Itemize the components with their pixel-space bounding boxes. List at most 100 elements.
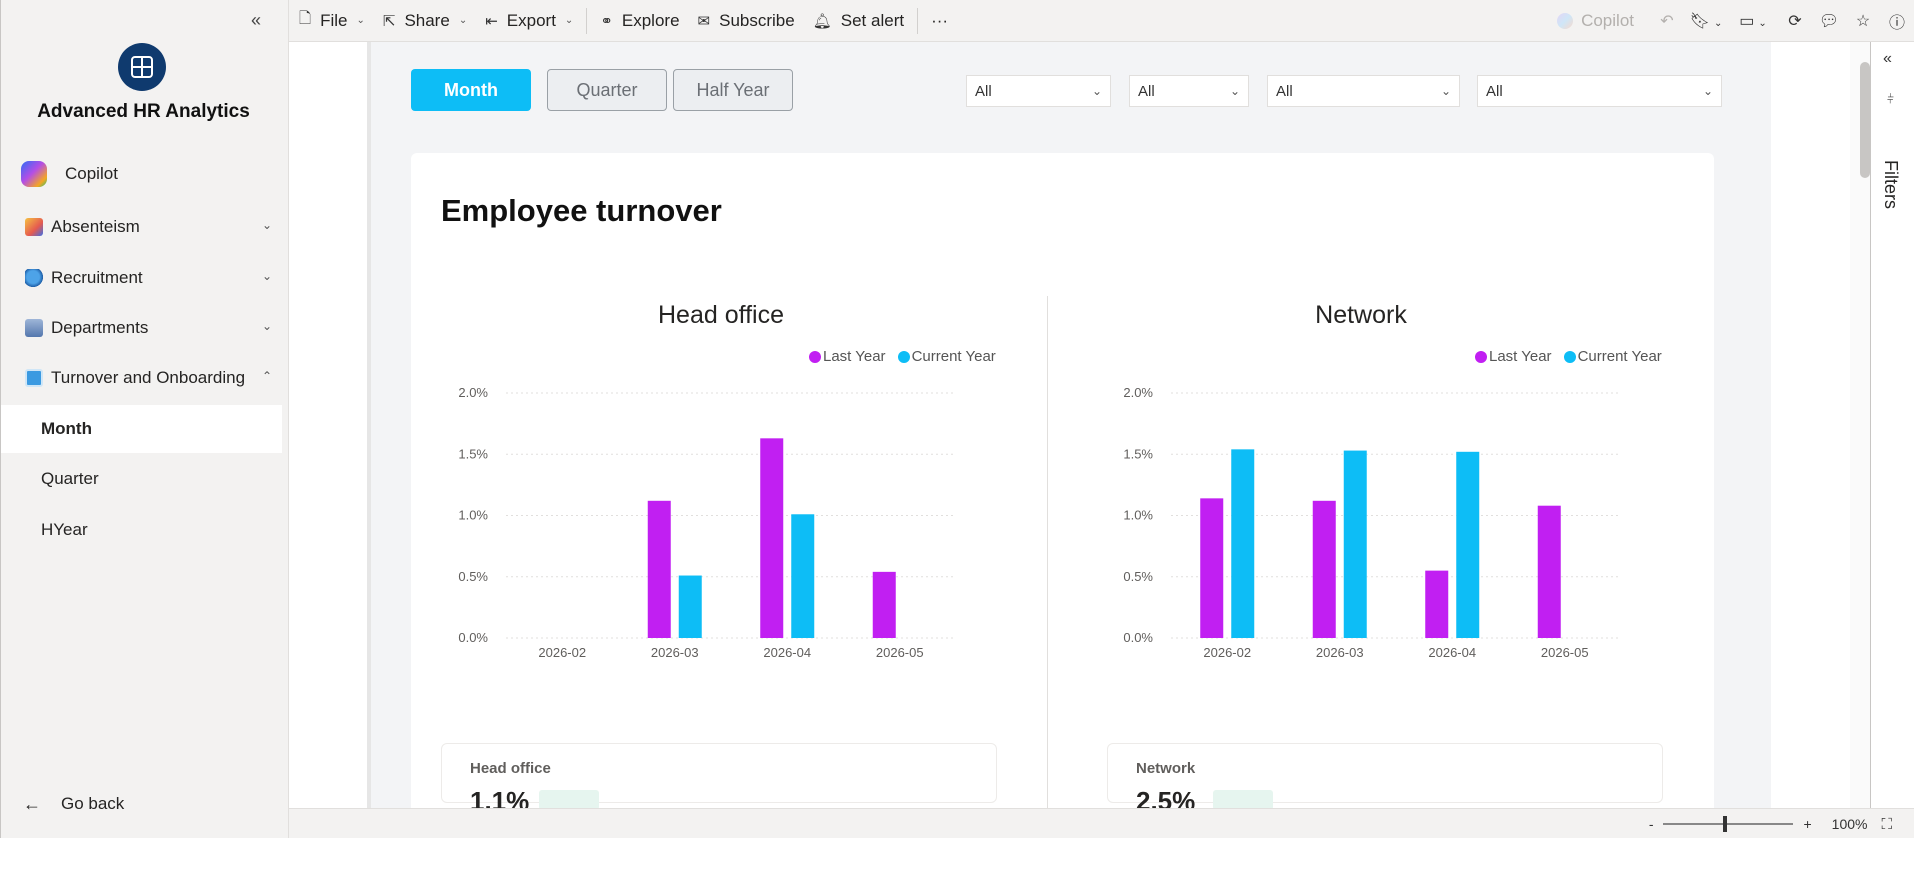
- legend-item: Last Year: [809, 348, 886, 365]
- filter-slicer-4[interactable]: All ⌄: [1477, 75, 1722, 107]
- bar-current-year[interactable]: [1231, 449, 1255, 638]
- filter-slicer-2[interactable]: All ⌄: [1129, 75, 1249, 107]
- bar-last-year[interactable]: [760, 438, 784, 638]
- recruitment-icon: [25, 269, 43, 287]
- bar-current-year[interactable]: [791, 514, 815, 638]
- bar-current-year[interactable]: [1343, 450, 1367, 638]
- status-bar: - + 100% ⛶: [289, 808, 1914, 838]
- filters-pane[interactable]: « ⫩ Filters: [1870, 42, 1914, 838]
- chevron-down-icon: ⌄: [564, 15, 574, 26]
- kpi-card-head-office: Head office 1.1%: [441, 743, 997, 816]
- chevron-down-icon: ⌄: [1440, 84, 1451, 98]
- filter-icon: ⫩: [1887, 92, 1894, 106]
- filter-slicer-3[interactable]: All ⌄: [1267, 75, 1460, 107]
- period-button-quarter[interactable]: Quarter: [547, 69, 667, 111]
- filters-label: Filters: [1881, 160, 1901, 209]
- legend-dot-current-year: [1563, 350, 1576, 363]
- favorite-star-icon[interactable]: ☆: [1855, 13, 1871, 30]
- toolbar-right: Copilot ↶ 🔖︎ ⌄ ▭ ⌄ ⟳ 💬︎ ☆ ⓘ: [1557, 0, 1914, 42]
- period-button-half-year[interactable]: Half Year: [673, 69, 793, 111]
- period-button-month[interactable]: Month: [411, 69, 531, 111]
- collapse-sidebar-icon[interactable]: «: [250, 10, 261, 30]
- bar-last-year[interactable]: [1425, 570, 1449, 638]
- sidebar-item-recruitment[interactable]: Recruitment ⌄: [1, 255, 286, 301]
- kpi-delta-badge: [1213, 790, 1273, 810]
- scrollbar-thumb[interactable]: [1860, 62, 1870, 178]
- y-tick-label: 1.0%: [458, 508, 488, 523]
- x-tick-label: 2026-05: [1541, 645, 1589, 660]
- absenteism-icon: [25, 218, 43, 236]
- legend-dot-last-year: [809, 350, 821, 363]
- chevron-down-icon: ⌄: [1702, 84, 1713, 98]
- zoom-slider[interactable]: [1663, 816, 1794, 832]
- turnover-icon: [25, 369, 43, 387]
- x-tick-label: 2026-02: [1203, 645, 1251, 660]
- sidebar-item-label: Turnover and Onboarding: [51, 368, 246, 387]
- toolbar-divider: [586, 7, 588, 34]
- bar-last-year[interactable]: [647, 500, 671, 638]
- copilot-button[interactable]: Copilot: [1557, 11, 1634, 31]
- sidebar-item-departments[interactable]: Departments ⌄: [1, 305, 286, 351]
- comment-icon[interactable]: 💬︎: [1818, 13, 1840, 30]
- chevron-up-icon[interactable]: ⌃: [261, 369, 272, 383]
- fit-to-page-icon[interactable]: ⛶: [1881, 815, 1892, 833]
- sidebar-item-label: Departments: [51, 318, 149, 337]
- vertical-scrollbar[interactable]: [1850, 42, 1870, 838]
- bar-current-year[interactable]: [678, 575, 702, 638]
- subscribe-button[interactable]: ✉ Subscribe: [689, 0, 804, 42]
- chevron-down-icon: ⌄: [1758, 18, 1767, 29]
- bar-last-year[interactable]: [1312, 500, 1336, 638]
- arrow-left-icon: ←: [23, 793, 41, 814]
- sidebar-item-copilot[interactable]: Copilot: [1, 151, 286, 197]
- legend-item: Current Year: [897, 348, 996, 365]
- slicer-value: All: [975, 82, 992, 100]
- x-tick-label: 2026-04: [1428, 645, 1476, 660]
- legend-item: Current Year: [1563, 348, 1662, 365]
- sidebar-subitem-month[interactable]: Month: [1, 405, 282, 453]
- more-options-button[interactable]: ···: [931, 10, 949, 30]
- zoom-in-button[interactable]: +: [1803, 816, 1812, 832]
- chevron-down-icon[interactable]: ⌄: [261, 319, 272, 333]
- chevron-down-icon: ⌄: [356, 15, 365, 26]
- go-back-button[interactable]: ← Go back: [1, 786, 286, 822]
- sidebar-item-label: Recruitment: [51, 268, 143, 287]
- sidebar-item-label: Copilot: [65, 164, 118, 183]
- expand-filters-icon[interactable]: «: [1883, 50, 1892, 67]
- sidebar-subitem-hyear[interactable]: HYear: [41, 520, 88, 539]
- y-tick-label: 2.0%: [1123, 385, 1153, 400]
- share-menu[interactable]: ⇱ Share ⌄: [374, 0, 476, 42]
- filter-slicer-1[interactable]: All ⌄: [966, 75, 1111, 107]
- sidebar-item-turnover-onboarding[interactable]: Turnover and Onboarding ⌃: [1, 355, 286, 401]
- view-icon[interactable]: ▭ ⌄: [1739, 13, 1767, 30]
- bar-last-year[interactable]: [872, 571, 896, 638]
- sidebar-subitem-quarter[interactable]: Quarter: [41, 469, 99, 488]
- refresh-icon[interactable]: ⟳: [1788, 13, 1802, 30]
- set-alert-button[interactable]: 🔔︎ Set alert: [804, 0, 913, 42]
- zoom-slider-thumb[interactable]: [1723, 816, 1728, 832]
- chart-legend: Last Year Current Year: [1475, 348, 1668, 365]
- y-tick-label: 2.0%: [458, 385, 488, 400]
- chart-legend: Last Year Current Year: [809, 348, 1002, 365]
- y-tick-label: 0.0%: [1123, 630, 1153, 645]
- slicer-value: All: [1486, 82, 1503, 100]
- file-menu[interactable]: 🗋 File ⌄: [289, 0, 374, 42]
- info-icon[interactable]: ⓘ: [1888, 15, 1905, 32]
- y-tick-label: 0.0%: [458, 630, 488, 645]
- bar-last-year[interactable]: [1537, 505, 1561, 638]
- chevron-down-icon[interactable]: ⌄: [261, 269, 272, 283]
- kpi-label: Network: [1136, 760, 1196, 777]
- zoom-level: 100%: [1831, 816, 1868, 832]
- kpi-card-network: Network 2.5%: [1107, 743, 1663, 816]
- undo-icon[interactable]: ↶: [1660, 13, 1674, 30]
- bookmark-icon[interactable]: 🔖︎ ⌄: [1689, 13, 1723, 30]
- bar-current-year[interactable]: [1456, 451, 1480, 638]
- chevron-down-icon[interactable]: ⌄: [261, 218, 272, 232]
- sidebar-item-absenteism[interactable]: Absenteism ⌄: [1, 204, 286, 250]
- export-menu[interactable]: ⇤ Export ⌄: [476, 0, 582, 42]
- go-back-label: Go back: [61, 794, 125, 813]
- chart-title-head-office: Head office: [657, 301, 784, 329]
- bar-last-year[interactable]: [1200, 498, 1224, 638]
- explore-button[interactable]: ⚭ Explore: [591, 0, 688, 42]
- zoom-out-button[interactable]: -: [1648, 816, 1654, 832]
- copilot-label: Copilot: [1581, 11, 1634, 30]
